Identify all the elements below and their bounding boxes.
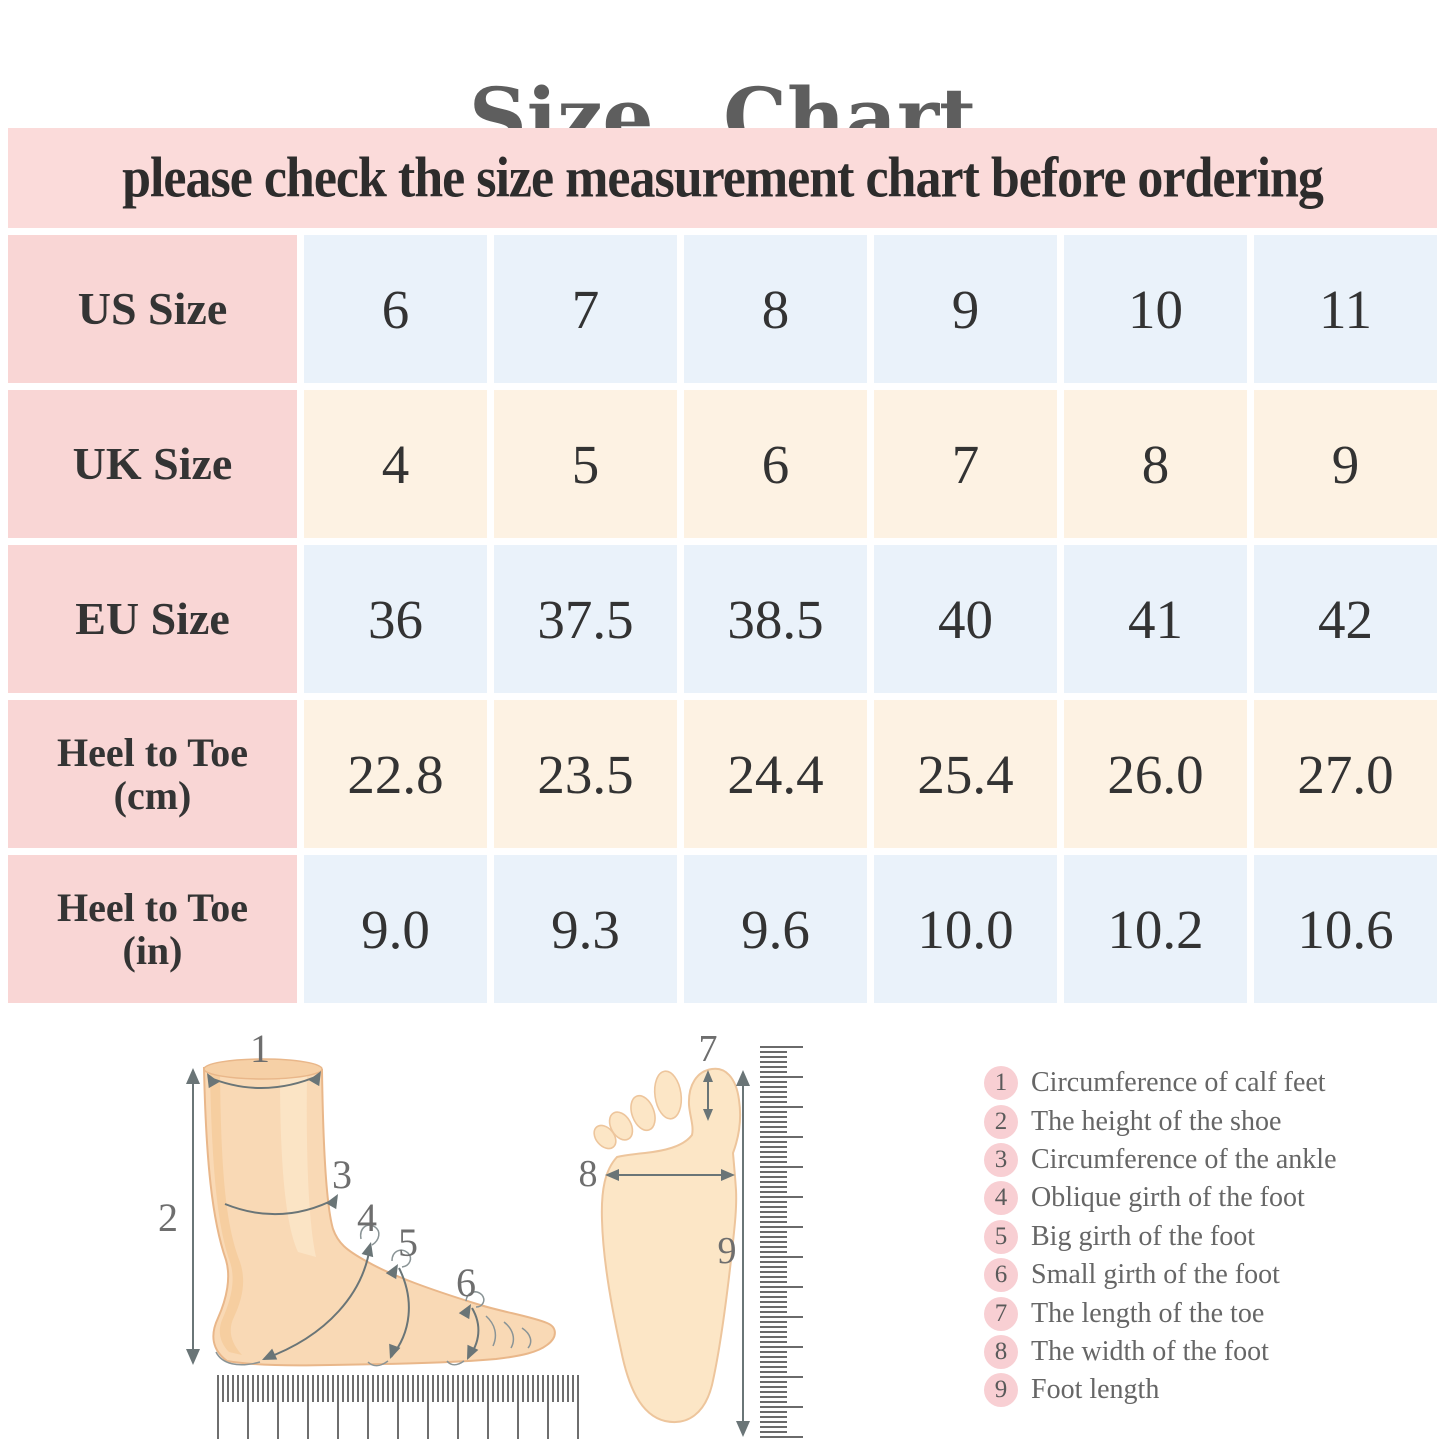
notice-banner: please check the size measurement chart … bbox=[8, 128, 1437, 228]
measurement-legend: 1 Circumference of calf feet 2 The heigh… bbox=[984, 1064, 1337, 1410]
size-cell: 5 bbox=[494, 390, 677, 538]
legend-text: The height of the shoe bbox=[1031, 1105, 1282, 1137]
legend-number-badge: 5 bbox=[984, 1219, 1018, 1254]
row-header-us-size: US Size bbox=[8, 235, 297, 383]
ruler-vertical bbox=[760, 1046, 803, 1438]
row-header-line2: (cm) bbox=[113, 773, 192, 818]
size-cell: 9.3 bbox=[494, 855, 677, 1003]
foot-side-view-diagram: 1 2 3 4 5 6 bbox=[158, 1030, 579, 1439]
row-header-line1: Heel to Toe bbox=[56, 729, 249, 775]
marker-label-3: 3 bbox=[332, 1152, 352, 1197]
size-cell: 40 bbox=[874, 545, 1057, 693]
measure-arrow-7 bbox=[703, 1070, 713, 1121]
measure-arrow-8 bbox=[605, 1169, 735, 1181]
measure-arc-5 bbox=[367, 1249, 412, 1367]
legend-item: 4 Oblique girth of the foot bbox=[984, 1179, 1337, 1217]
sole-shape bbox=[593, 1067, 742, 1424]
legend-text: Oblique girth of the foot bbox=[1031, 1182, 1305, 1214]
legend-text: Circumference of calf feet bbox=[1031, 1067, 1326, 1099]
size-cell: 26.0 bbox=[1064, 700, 1247, 848]
marker-label-7: 7 bbox=[699, 1028, 718, 1070]
size-cell: 22.8 bbox=[304, 700, 487, 848]
measure-arc-3 bbox=[224, 1194, 338, 1216]
row-header-eu-size: EU Size bbox=[8, 545, 297, 693]
size-cell: 41 bbox=[1064, 545, 1247, 693]
row-header-line2: (in) bbox=[122, 928, 183, 973]
marker-label-9: 9 bbox=[718, 1230, 737, 1272]
legend-number-badge: 2 bbox=[984, 1104, 1018, 1139]
legend-item: 3 Circumference of the ankle bbox=[984, 1141, 1337, 1179]
size-cell: 6 bbox=[684, 390, 867, 538]
legend-text: Circumference of the ankle bbox=[1031, 1143, 1337, 1175]
ruler-horizontal bbox=[217, 1375, 579, 1439]
legend-number-badge: 1 bbox=[984, 1066, 1018, 1101]
size-cell: 23.5 bbox=[494, 700, 677, 848]
legend-item: 2 The height of the shoe bbox=[984, 1102, 1337, 1140]
legend-number-badge: 9 bbox=[984, 1373, 1018, 1408]
foot-shape bbox=[202, 1058, 556, 1367]
size-cell: 9.6 bbox=[684, 855, 867, 1003]
marker-label-5: 5 bbox=[398, 1220, 418, 1265]
marker-label-1: 1 bbox=[250, 1030, 270, 1071]
legend-text: The width of the foot bbox=[1031, 1335, 1269, 1367]
size-cell: 10.6 bbox=[1254, 855, 1437, 1003]
legend-item: 7 The length of the toe bbox=[984, 1294, 1337, 1332]
size-cell: 42 bbox=[1254, 545, 1437, 693]
legend-item: 5 Big girth of the foot bbox=[984, 1218, 1337, 1256]
legend-item: 1 Circumference of calf feet bbox=[984, 1064, 1337, 1102]
legend-item: 6 Small girth of the foot bbox=[984, 1256, 1337, 1294]
marker-label-2: 2 bbox=[158, 1195, 178, 1240]
row-header-uk-size: UK Size bbox=[8, 390, 297, 538]
size-cell: 10.2 bbox=[1064, 855, 1247, 1003]
size-cell: 6 bbox=[304, 235, 487, 383]
legend-number-badge: 8 bbox=[984, 1334, 1018, 1369]
legend-number-badge: 7 bbox=[984, 1296, 1018, 1331]
row-header-text: US Size bbox=[77, 283, 228, 335]
marker-label-8: 8 bbox=[579, 1153, 598, 1195]
row-header-heel-to-toe-in: Heel to Toe (in) bbox=[8, 855, 297, 1003]
size-cell: 37.5 bbox=[494, 545, 677, 693]
legend-number-badge: 6 bbox=[984, 1258, 1018, 1293]
size-cell: 10 bbox=[1064, 235, 1247, 383]
size-cell: 11 bbox=[1254, 235, 1437, 383]
legend-text: Foot length bbox=[1031, 1374, 1160, 1406]
legend-item: 8 The width of the foot bbox=[984, 1333, 1337, 1371]
size-cell: 25.4 bbox=[874, 700, 1057, 848]
marker-label-6: 6 bbox=[456, 1260, 476, 1305]
legend-text: The length of the toe bbox=[1031, 1297, 1265, 1329]
size-cell: 8 bbox=[1064, 390, 1247, 538]
size-cell: 27.0 bbox=[1254, 700, 1437, 848]
legend-text: Small girth of the foot bbox=[1031, 1259, 1280, 1291]
measurement-figure: 1 2 3 4 5 6 bbox=[0, 1010, 1445, 1445]
row-header-text: UK Size bbox=[72, 438, 233, 490]
measure-arc-4 bbox=[215, 1224, 380, 1366]
size-cell: 9.0 bbox=[304, 855, 487, 1003]
size-cell: 7 bbox=[494, 235, 677, 383]
row-header-heel-to-toe-cm: Heel to Toe (cm) bbox=[8, 700, 297, 848]
size-table: US Size 6 7 8 9 10 11 UK Size 4 5 6 7 8 … bbox=[8, 235, 1437, 1003]
marker-label-4: 4 bbox=[357, 1195, 377, 1240]
measure-arrow-9 bbox=[736, 1070, 750, 1437]
size-cell: 8 bbox=[684, 235, 867, 383]
legend-text: Big girth of the foot bbox=[1031, 1220, 1255, 1252]
measure-arc-1 bbox=[207, 1071, 321, 1089]
size-cell: 4 bbox=[304, 390, 487, 538]
size-cell: 9 bbox=[1254, 390, 1437, 538]
legend-item: 9 Foot length bbox=[984, 1371, 1337, 1409]
measure-arrow-2 bbox=[186, 1068, 200, 1365]
size-cell: 36 bbox=[304, 545, 487, 693]
legend-number-badge: 4 bbox=[984, 1181, 1018, 1216]
size-cell: 7 bbox=[874, 390, 1057, 538]
row-header-line1: Heel to Toe bbox=[56, 884, 249, 930]
measure-arc-6 bbox=[446, 1291, 485, 1366]
size-cell: 10.0 bbox=[874, 855, 1057, 1003]
size-cell: 9 bbox=[874, 235, 1057, 383]
foot-sole-view-diagram: 7 8 9 bbox=[579, 1028, 803, 1438]
size-cell: 24.4 bbox=[684, 700, 867, 848]
size-cell: 38.5 bbox=[684, 545, 867, 693]
notice-banner-text: please check the size measurement chart … bbox=[122, 146, 1324, 210]
legend-number-badge: 3 bbox=[984, 1142, 1018, 1177]
row-header-text: EU Size bbox=[75, 593, 230, 645]
